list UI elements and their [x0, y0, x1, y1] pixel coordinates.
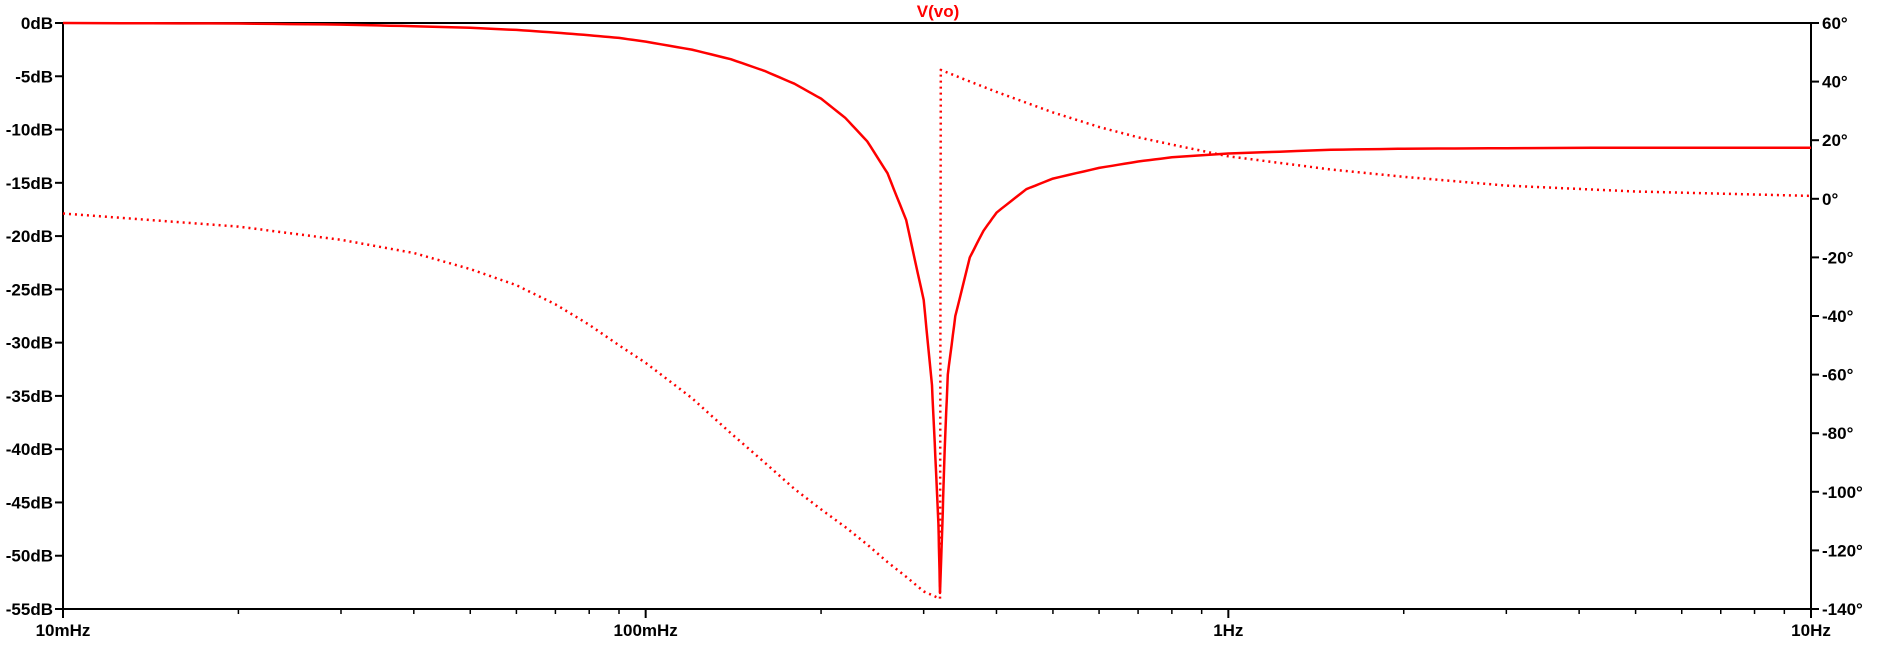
right-tick-label: -120° — [1822, 541, 1863, 560]
left-tick-label: -5dB — [15, 67, 53, 86]
series-layer — [62, 21, 1812, 600]
chart-title: V(vo) — [917, 2, 960, 21]
phase-series-line — [62, 68, 1812, 600]
right-tick-label: -60° — [1822, 366, 1854, 385]
left-tick-label: -30dB — [6, 334, 53, 353]
left-tick-label: -50dB — [6, 547, 53, 566]
left-tick-label: -40dB — [6, 440, 53, 459]
right-tick-label: 20° — [1822, 131, 1848, 150]
right-tick-label: -20° — [1822, 248, 1854, 267]
x-tick-label: 10mHz — [36, 621, 91, 640]
right-tick-label: 60° — [1822, 14, 1848, 33]
right-tick-label: 40° — [1822, 73, 1848, 92]
left-tick-label: 0dB — [21, 14, 53, 33]
right-tick-label: -80° — [1822, 424, 1854, 443]
left-tick-label: -20dB — [6, 227, 53, 246]
left-tick-label: -15dB — [6, 174, 53, 193]
left-tick-label: -35dB — [6, 387, 53, 406]
axes: 10mHz 100mHz 1Hz 10Hz 0dB -5dB -10dB -15dB -20dB… — [6, 14, 1863, 640]
left-tick-label: -25dB — [6, 280, 53, 299]
left-tick-label: -10dB — [6, 121, 53, 140]
right-tick-label: -40° — [1822, 307, 1854, 326]
x-tick-label: 10Hz — [1791, 621, 1831, 640]
right-tick-label: -140° — [1822, 600, 1863, 619]
x-tick-label: 1Hz — [1213, 621, 1243, 640]
left-tick-label: -45dB — [6, 493, 53, 512]
right-tick-label: -100° — [1822, 483, 1863, 502]
x-tick-label: 100mHz — [614, 621, 678, 640]
left-tick-label: -55dB — [6, 600, 53, 619]
magnitude-series-line — [62, 21, 1811, 595]
right-tick-label: 0° — [1822, 190, 1838, 209]
plot-frame — [62, 22, 1812, 610]
